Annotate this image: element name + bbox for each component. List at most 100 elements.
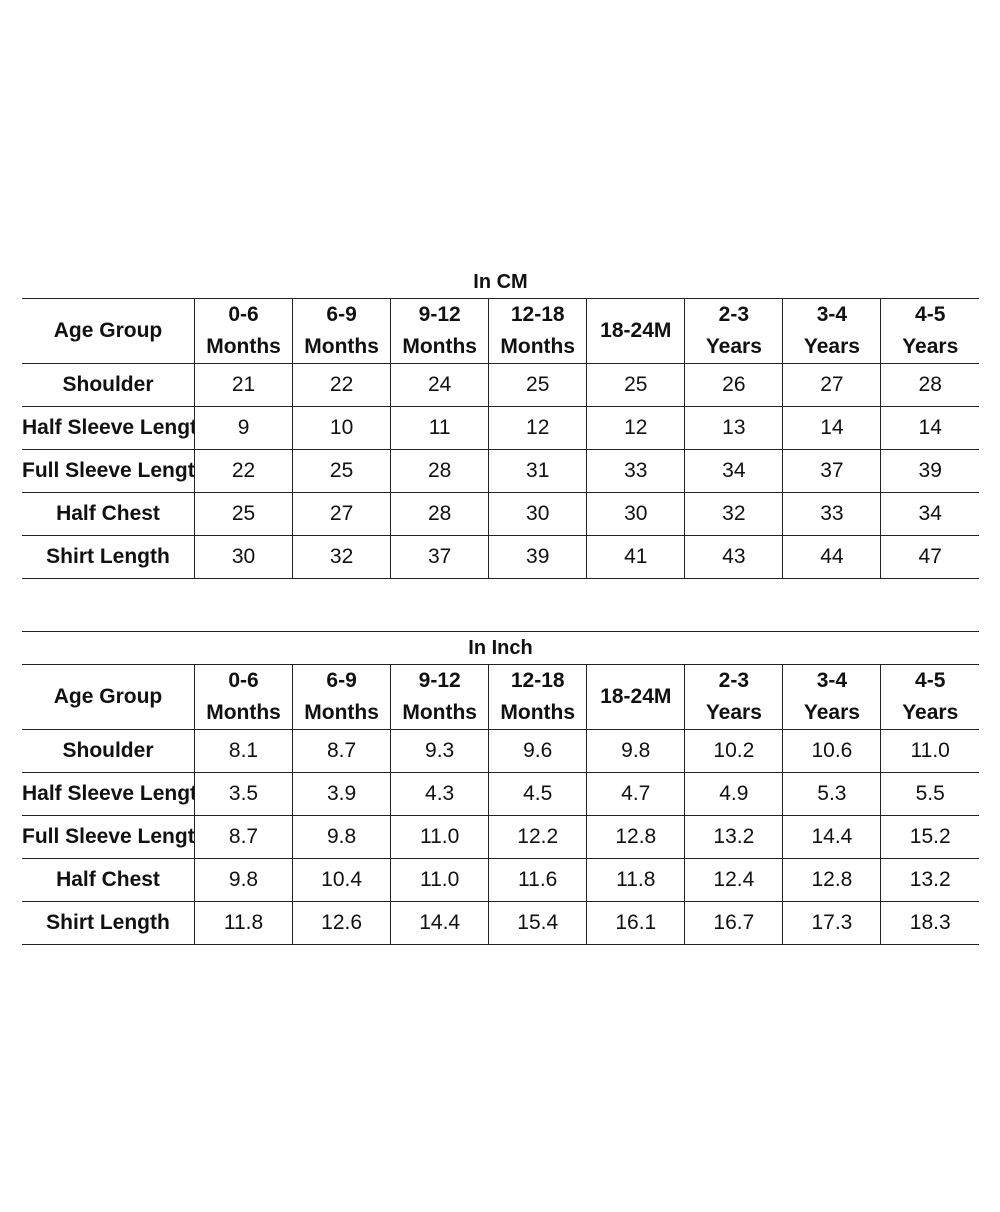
column-header: 4-5 Years xyxy=(880,665,979,730)
cell: 30 xyxy=(488,492,587,536)
cell: 11.6 xyxy=(488,858,587,902)
cell: 34 xyxy=(684,449,783,493)
cell: 11.0 xyxy=(880,729,979,773)
data-row: Full Sleeve Length 22 25 28 31 33 34 37 39 xyxy=(22,449,979,493)
cell: 21 xyxy=(193,363,293,407)
size-table: Age Group 0-6 Months 6-9 Months 9-12 Months… xyxy=(22,665,979,945)
data-row: Half Chest 25 27 28 30 30 32 33 34 xyxy=(22,492,979,536)
column-header: 4-5 Years xyxy=(880,299,979,364)
cell: 47 xyxy=(880,535,979,579)
cell: 9.3 xyxy=(390,729,489,773)
row-label: Shoulder xyxy=(22,729,195,773)
row-label: Half Chest xyxy=(22,492,195,536)
cell: 28 xyxy=(390,492,489,536)
data-row: Half Sleeve Length 3.5 3.9 4.3 4.5 4.7 4.9 5.3 5… xyxy=(22,772,979,816)
cell: 22 xyxy=(292,363,391,407)
cell: 39 xyxy=(488,535,587,579)
cell: 15.2 xyxy=(880,815,979,859)
data-row: Shirt Length 30 32 37 39 41 43 44 47 xyxy=(22,535,979,579)
cell: 39 xyxy=(880,449,979,493)
cell: 9 xyxy=(193,406,293,450)
cell: 9.8 xyxy=(586,729,685,773)
cell: 12 xyxy=(488,406,587,450)
column-header: 2-3 Years xyxy=(684,665,783,730)
cell: 12.4 xyxy=(684,858,783,902)
cell: 16.7 xyxy=(684,901,783,945)
cell: 11.8 xyxy=(193,901,293,945)
cell: 13.2 xyxy=(880,858,979,902)
cell: 10.4 xyxy=(292,858,391,902)
cell: 43 xyxy=(684,535,783,579)
cell: 44 xyxy=(782,535,881,579)
cell: 4.3 xyxy=(390,772,489,816)
cell: 4.7 xyxy=(586,772,685,816)
cell: 12.8 xyxy=(586,815,685,859)
row-label: Shirt Length xyxy=(22,535,195,579)
row-label: Shoulder xyxy=(22,363,195,407)
cell: 4.9 xyxy=(684,772,783,816)
cell: 32 xyxy=(684,492,783,536)
row-header-title: Age Group xyxy=(22,665,195,730)
cell: 28 xyxy=(880,363,979,407)
cell: 25 xyxy=(586,363,685,407)
cell: 31 xyxy=(488,449,587,493)
column-header: 12-18 Months xyxy=(488,665,587,730)
cell: 18.3 xyxy=(880,901,979,945)
cell: 3.5 xyxy=(193,772,293,816)
cell: 27 xyxy=(782,363,881,407)
cell: 25 xyxy=(488,363,587,407)
cell: 17.3 xyxy=(782,901,881,945)
header-row: Age Group 0-6 Months 6-9 Months 9-12 Months… xyxy=(22,299,979,364)
cell: 10.2 xyxy=(684,729,783,773)
cell: 14.4 xyxy=(390,901,489,945)
column-header: 0-6 Months xyxy=(193,665,293,730)
cell: 33 xyxy=(586,449,685,493)
cell: 3.9 xyxy=(292,772,391,816)
column-header: 12-18 Months xyxy=(488,299,587,364)
cell: 11.8 xyxy=(586,858,685,902)
cell: 11.0 xyxy=(390,815,489,859)
row-label: Half Sleeve Length xyxy=(22,772,195,816)
cell: 41 xyxy=(586,535,685,579)
cell: 4.5 xyxy=(488,772,587,816)
cell: 37 xyxy=(390,535,489,579)
cm-table-block: In CM Age Group 0-6 Months 6-9 Months 9-12 … xyxy=(22,266,979,579)
cell: 10 xyxy=(292,406,391,450)
cell: 33 xyxy=(782,492,881,536)
column-header: 3-4 Years xyxy=(782,665,881,730)
column-header: 18-24M xyxy=(586,299,685,364)
cell: 11 xyxy=(390,406,489,450)
column-header: 2-3 Years xyxy=(684,299,783,364)
cell: 12 xyxy=(586,406,685,450)
cell: 9.6 xyxy=(488,729,587,773)
size-table: Age Group 0-6 Months 6-9 Months 9-12 Months… xyxy=(22,299,979,579)
cell: 22 xyxy=(193,449,293,493)
cell: 5.3 xyxy=(782,772,881,816)
cell: 25 xyxy=(193,492,293,536)
header-row: Age Group 0-6 Months 6-9 Months 9-12 Months… xyxy=(22,665,979,730)
table-title: In Inch xyxy=(22,631,979,665)
cell: 16.1 xyxy=(586,901,685,945)
cell: 28 xyxy=(390,449,489,493)
cell: 34 xyxy=(880,492,979,536)
cell: 12.2 xyxy=(488,815,587,859)
inch-table-block: In Inch Age Group 0-6 Months 6-9 Months 9-1… xyxy=(22,631,979,945)
column-header: 0-6 Months xyxy=(193,299,293,364)
row-label: Full Sleeve Length xyxy=(22,815,195,859)
cell: 9.8 xyxy=(193,858,293,902)
cell: 14 xyxy=(782,406,881,450)
cell: 15.4 xyxy=(488,901,587,945)
data-row: Half Sleeve Length 9 10 11 12 12 13 14 14 xyxy=(22,406,979,450)
cell: 26 xyxy=(684,363,783,407)
cell: 9.8 xyxy=(292,815,391,859)
column-header: 9-12 Months xyxy=(390,665,489,730)
cell: 8.7 xyxy=(292,729,391,773)
column-header: 3-4 Years xyxy=(782,299,881,364)
cell: 14.4 xyxy=(782,815,881,859)
cell: 13 xyxy=(684,406,783,450)
cell: 5.5 xyxy=(880,772,979,816)
data-row: Shoulder 21 22 24 25 25 26 27 28 xyxy=(22,363,979,407)
cell: 8.1 xyxy=(193,729,293,773)
data-row: Full Sleeve Length 8.7 9.8 11.0 12.2 12.8 13.2… xyxy=(22,815,979,859)
